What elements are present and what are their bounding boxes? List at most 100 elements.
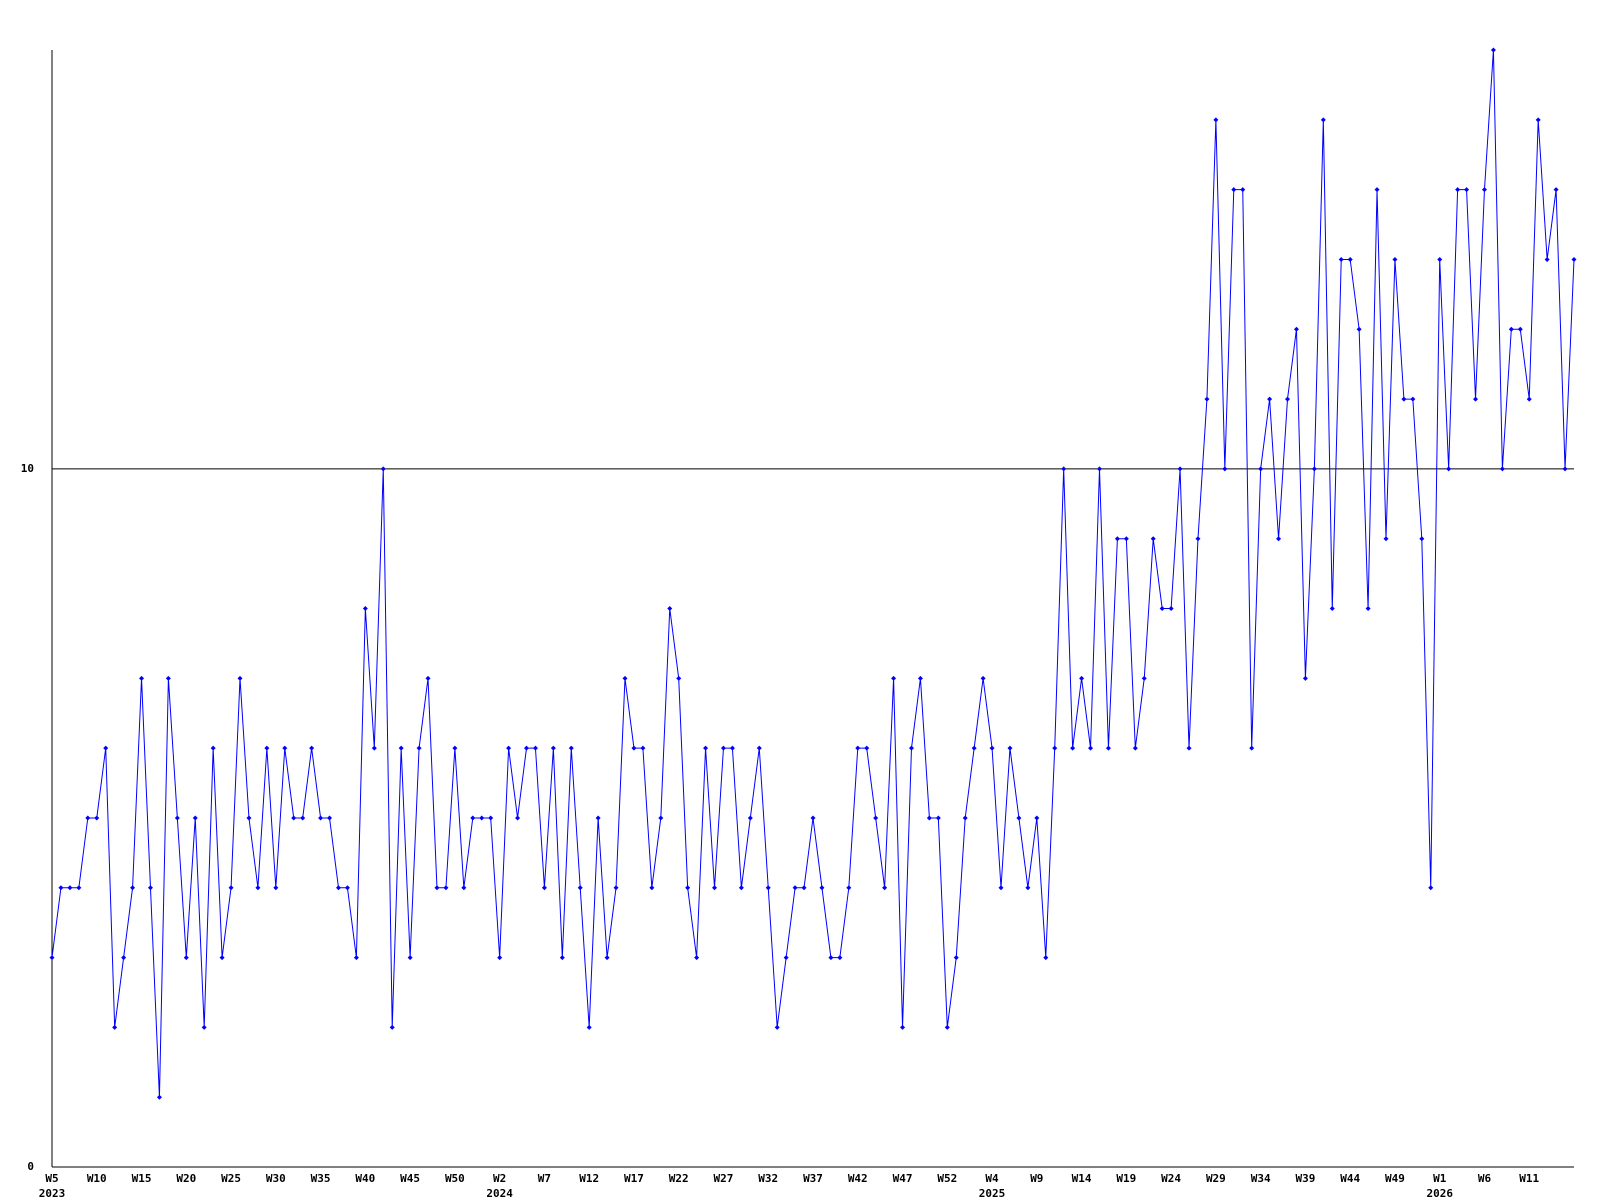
data-point bbox=[1159, 606, 1165, 611]
data-point bbox=[1490, 47, 1496, 53]
data-point bbox=[506, 745, 512, 751]
data-point bbox=[1428, 885, 1434, 891]
data-point bbox=[837, 955, 843, 961]
data-point bbox=[1222, 466, 1228, 472]
x-tick-label: W50 bbox=[445, 1172, 465, 1185]
data-point bbox=[891, 675, 897, 681]
data-point bbox=[980, 675, 986, 681]
data-point bbox=[1052, 745, 1058, 751]
data-point bbox=[1079, 675, 1085, 681]
data-point bbox=[559, 955, 565, 961]
data-point bbox=[353, 955, 359, 961]
data-point bbox=[989, 745, 995, 751]
data-point bbox=[416, 745, 422, 751]
data-point bbox=[998, 885, 1004, 891]
x-tick-label: W37 bbox=[803, 1172, 823, 1185]
data-point bbox=[676, 675, 682, 681]
data-line bbox=[51, 49, 1575, 1098]
data-point bbox=[318, 815, 324, 821]
data-point bbox=[1231, 187, 1237, 193]
data-point bbox=[1499, 466, 1505, 472]
data-point bbox=[756, 745, 762, 751]
x-year-label: 2025 bbox=[979, 1187, 1006, 1200]
x-tick-label: W22 bbox=[669, 1172, 689, 1185]
data-point bbox=[926, 815, 932, 821]
data-point bbox=[604, 955, 610, 961]
data-point bbox=[273, 885, 279, 891]
y-tick-label: 0 bbox=[27, 1160, 34, 1173]
y-tick-label: 10 bbox=[21, 462, 34, 475]
x-tick-label: W29 bbox=[1206, 1172, 1226, 1185]
data-point bbox=[1374, 187, 1380, 193]
data-point bbox=[398, 745, 404, 751]
data-point bbox=[864, 745, 870, 751]
data-point bbox=[488, 815, 494, 821]
data-point bbox=[380, 466, 386, 472]
data-point bbox=[1114, 536, 1120, 542]
x-tick-label: W32 bbox=[758, 1172, 778, 1185]
data-point bbox=[1293, 326, 1299, 332]
data-point bbox=[479, 815, 485, 821]
x-year-label: 2026 bbox=[1426, 1187, 1453, 1200]
x-tick-label: W39 bbox=[1295, 1172, 1315, 1185]
data-point bbox=[121, 955, 127, 961]
data-point bbox=[228, 885, 234, 891]
data-point bbox=[1347, 256, 1353, 262]
data-point bbox=[147, 885, 153, 891]
data-point bbox=[541, 885, 547, 891]
data-point bbox=[112, 1024, 118, 1030]
data-point bbox=[917, 675, 923, 681]
data-point bbox=[1240, 187, 1246, 193]
data-point bbox=[344, 885, 350, 891]
data-point bbox=[443, 885, 449, 891]
x-tick-label: W1 bbox=[1433, 1172, 1447, 1185]
data-point bbox=[156, 1094, 162, 1100]
data-point bbox=[1016, 815, 1022, 821]
x-tick-label: W40 bbox=[355, 1172, 375, 1185]
x-tick-label: W27 bbox=[714, 1172, 734, 1185]
data-point bbox=[738, 885, 744, 891]
x-tick-label: W2 bbox=[493, 1172, 506, 1185]
x-tick-label: W34 bbox=[1251, 1172, 1271, 1185]
data-point bbox=[524, 745, 530, 751]
data-point bbox=[335, 885, 341, 891]
data-point bbox=[282, 745, 288, 751]
data-point bbox=[1088, 745, 1094, 751]
data-point bbox=[1132, 745, 1138, 751]
data-point bbox=[1455, 187, 1461, 193]
data-point bbox=[1401, 396, 1407, 402]
x-tick-label: W17 bbox=[624, 1172, 644, 1185]
data-point bbox=[291, 815, 297, 821]
data-point bbox=[846, 885, 852, 891]
data-point bbox=[855, 745, 861, 751]
data-point bbox=[210, 745, 216, 751]
data-point bbox=[667, 606, 673, 611]
data-point bbox=[1007, 745, 1013, 751]
data-point bbox=[165, 675, 171, 681]
data-point bbox=[1186, 745, 1192, 751]
x-tick-label: W14 bbox=[1072, 1172, 1092, 1185]
data-point bbox=[1419, 536, 1425, 542]
x-tick-label: W10 bbox=[87, 1172, 107, 1185]
data-point bbox=[1204, 396, 1210, 402]
x-tick-label: W5 bbox=[45, 1172, 58, 1185]
data-point bbox=[568, 745, 574, 751]
x-tick-label: W4 bbox=[985, 1172, 999, 1185]
x-tick-label: W6 bbox=[1478, 1172, 1492, 1185]
data-point bbox=[1276, 536, 1282, 542]
data-point bbox=[174, 815, 180, 821]
data-point bbox=[1150, 536, 1156, 542]
data-point bbox=[828, 955, 834, 961]
data-point bbox=[1365, 606, 1371, 611]
data-point bbox=[1553, 187, 1559, 193]
data-point bbox=[729, 745, 735, 751]
data-point bbox=[1034, 815, 1040, 821]
data-point bbox=[1481, 187, 1487, 193]
data-point bbox=[1562, 466, 1568, 472]
data-point bbox=[712, 885, 718, 891]
data-point bbox=[434, 885, 440, 891]
data-point bbox=[586, 1024, 592, 1030]
data-point bbox=[944, 1024, 950, 1030]
data-point bbox=[908, 745, 914, 751]
